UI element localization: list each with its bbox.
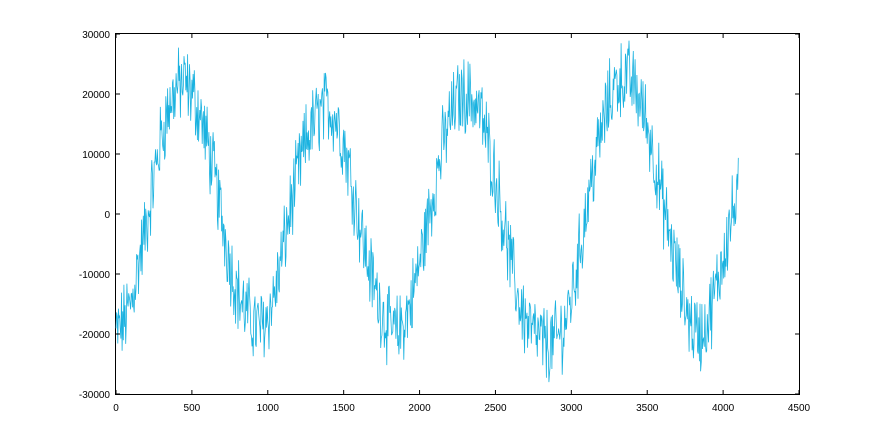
x-tick-label: 1000: [257, 403, 280, 414]
x-tick-label: 2500: [484, 403, 507, 414]
y-tick-label: 10000: [82, 150, 110, 161]
x-tick-label: 4500: [788, 403, 811, 414]
plot-area: [115, 33, 800, 395]
series-layer: [115, 40, 739, 383]
x-tick-label: 1500: [333, 403, 356, 414]
series-line-0: [115, 40, 739, 383]
y-tick-label: 0: [104, 210, 110, 221]
axes-layer: 0 500 1000 1500 2000 2500 3000 3500 4000 4500 -300…: [79, 30, 811, 414]
y-tick-label: -20000: [79, 330, 111, 341]
x-tick-label: 3000: [560, 403, 583, 414]
x-tick-label: 0: [113, 403, 119, 414]
x-tick-label: 500: [184, 403, 201, 414]
x-tick-label: 3500: [636, 403, 659, 414]
y-tick-label: 30000: [82, 30, 110, 41]
y-tick-label: -10000: [79, 270, 111, 281]
x-tick-label: 2000: [408, 403, 431, 414]
y-tick-label: -30000: [79, 390, 111, 401]
y-tick-label: 20000: [82, 90, 110, 101]
x-tick-label: 4000: [712, 403, 735, 414]
